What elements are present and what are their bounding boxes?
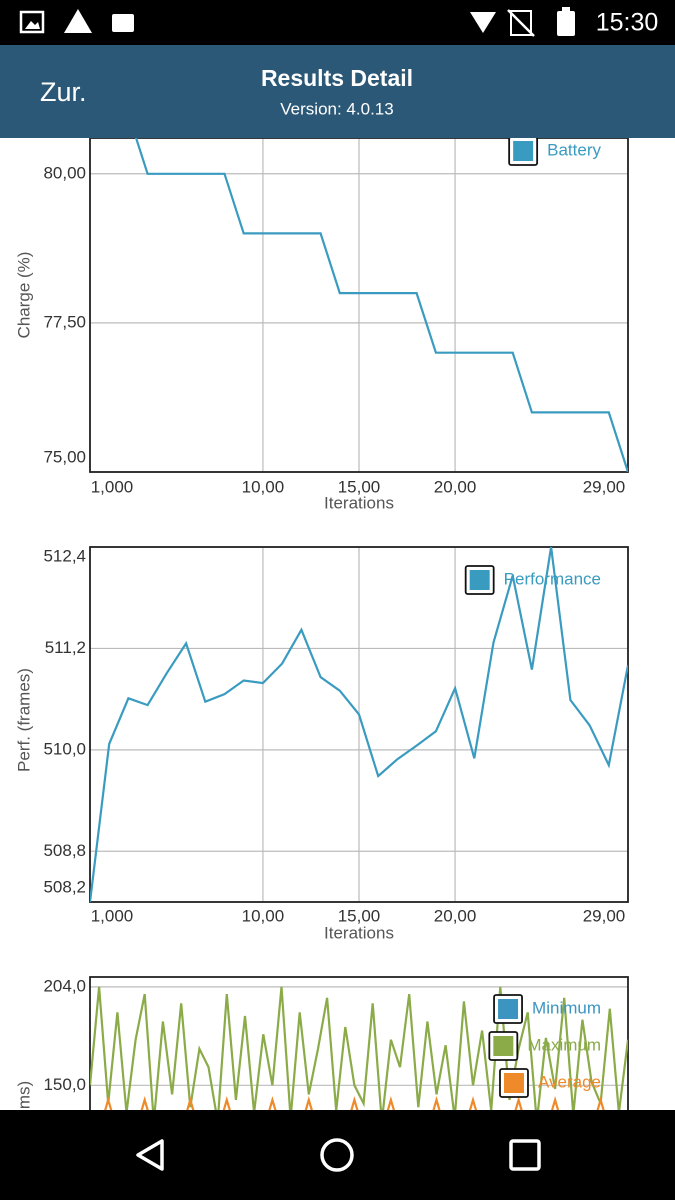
data-line (134, 138, 628, 472)
x-tick-label: 29,00 (583, 906, 626, 925)
legend-swatch (513, 141, 534, 161)
legend-swatch (469, 570, 490, 590)
y-tick-label: 75,00 (43, 447, 86, 466)
x-tick-label: 29,00 (583, 477, 626, 496)
app-bar (0, 45, 675, 138)
x-axis-label: Iterations (324, 923, 394, 942)
nav-back[interactable] (136, 1139, 164, 1171)
x-tick-label: 20,00 (434, 477, 477, 496)
legend-swatch (498, 999, 519, 1019)
clock: 15:30 (596, 9, 659, 37)
back-button[interactable]: Zur. (40, 77, 87, 107)
plot-frame (89, 546, 629, 903)
legend-label: Minimum (532, 998, 601, 1017)
title: Results Detail (261, 65, 413, 91)
data-line (90, 547, 628, 902)
y-tick-label: 204,0 (43, 976, 86, 995)
y-tick-label: 150,0 (43, 1075, 86, 1094)
chart: 508,2 508,8 510,0 511,2 512,4 1,000 10,00 15,00… (14, 546, 629, 942)
y-tick-label: 77,50 (43, 312, 86, 331)
x-tick-label: 1,000 (91, 906, 134, 925)
y-tick-label: 510,0 (43, 739, 86, 758)
legend-swatch (503, 1073, 524, 1093)
status-icons (19, 7, 575, 37)
x-tick-label: 10,00 (242, 906, 285, 925)
y-axis-label: Charge (%) (14, 252, 33, 339)
data-line (90, 986, 628, 1122)
y-axis-label: Perf. (frames) (14, 668, 33, 772)
legend-swatch (493, 1036, 514, 1056)
y-tick-label: 508,2 (43, 877, 86, 896)
legend-label: Battery (547, 140, 601, 159)
y-tick-label: 80,00 (43, 163, 86, 182)
x-tick-label: 1,000 (91, 477, 134, 496)
chart: 75,00 77,50 80,00 1,000 10,00 15,00 20,00 29,00… (14, 136, 629, 512)
x-axis-label: Iterations (324, 493, 394, 512)
nav-bar (0, 1110, 675, 1200)
y-tick-label: 508,8 (43, 841, 86, 860)
charts: 75,00 77,50 80,00 1,000 10,00 15,00 20,00 29,00… (14, 136, 629, 1141)
y-tick-label: 511,2 (45, 638, 86, 657)
y-axis-label: ms) (14, 1081, 33, 1109)
x-tick-label: 10,00 (242, 477, 285, 496)
legend-label: Performance (504, 569, 601, 588)
nav-recents[interactable] (509, 1139, 541, 1171)
x-tick-label: 20,00 (434, 906, 477, 925)
x-tick-label: 15,00 (338, 906, 381, 925)
chart: 150,0 204,0 ms) Minimum Maximum Average (14, 976, 629, 1141)
legend-label: Average (538, 1072, 601, 1091)
subtitle: Version: 4.0.13 (280, 99, 393, 118)
y-tick-label: 512,4 (43, 546, 86, 565)
legend-label: Maximum (527, 1035, 601, 1054)
nav-home[interactable] (320, 1138, 354, 1172)
x-tick-label: 15,00 (338, 477, 381, 496)
